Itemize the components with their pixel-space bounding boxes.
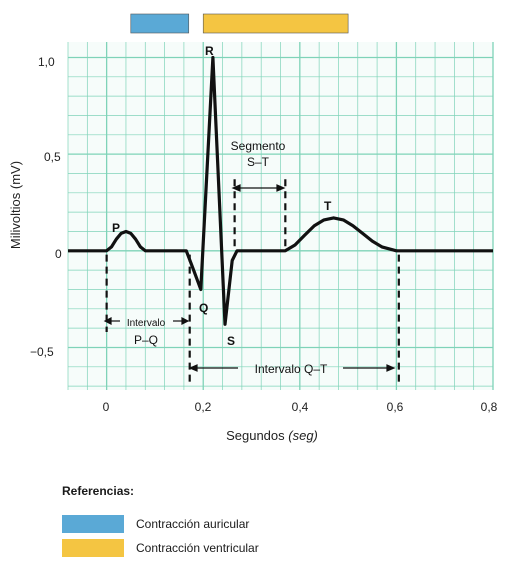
phase-bars xyxy=(131,14,348,33)
ventricular-contraction-bar xyxy=(203,14,348,33)
x-tick-label: 0,8 xyxy=(481,400,498,414)
x-axis-label: Segundos (seg) xyxy=(226,428,318,443)
x-tick-label: 0,2 xyxy=(195,400,212,414)
x-axis-label-unit: (seg) xyxy=(288,428,318,443)
y-axis-label: Milivoltios (mV) xyxy=(8,161,23,249)
x-tick-label: 0 xyxy=(103,400,110,414)
legend-item-atrial: Contracción auricular xyxy=(62,514,259,534)
legend-swatch-atrial xyxy=(62,515,124,533)
x-tick-label: 0,6 xyxy=(387,400,404,414)
y-tick-label: −0,5 xyxy=(30,345,54,359)
wave-label-q: Q xyxy=(199,301,208,315)
interval-pq-label-2: P–Q xyxy=(134,333,158,347)
segment-st-label-1: Segmento xyxy=(231,139,286,153)
ecg-diagram: 1,0 0,5 0 −0,5 0 0,2 0,4 0,6 0,8 Milivol… xyxy=(0,0,530,470)
y-tick-label: 1,0 xyxy=(38,55,55,69)
legend-label-atrial: Contracción auricular xyxy=(136,517,249,531)
y-tick-labels: 1,0 0,5 0 −0,5 xyxy=(30,55,62,359)
y-tick-label: 0 xyxy=(55,247,62,261)
interval-qt-label: Intervalo Q–T xyxy=(255,362,328,376)
wave-label-t: T xyxy=(324,199,332,213)
y-tick-label: 0,5 xyxy=(44,150,61,164)
x-tick-labels: 0 0,2 0,4 0,6 0,8 xyxy=(103,400,498,414)
legend-swatch-ventricular xyxy=(62,539,124,557)
segment-st-label-2: S–T xyxy=(247,155,270,169)
interval-pq-label-1: Intervalo xyxy=(127,318,166,329)
wave-label-p: P xyxy=(112,221,120,235)
atrial-contraction-bar xyxy=(131,14,189,33)
wave-label-s: S xyxy=(227,334,235,348)
legend-label-ventricular: Contracción ventricular xyxy=(136,541,259,555)
legend-title: Referencias: xyxy=(62,484,259,498)
wave-label-r: R xyxy=(205,44,214,58)
legend: Referencias: Contracción auricular Contr… xyxy=(62,484,259,562)
x-axis-label-main: Segundos xyxy=(226,428,288,443)
legend-item-ventricular: Contracción ventricular xyxy=(62,538,259,558)
x-tick-label: 0,4 xyxy=(292,400,309,414)
